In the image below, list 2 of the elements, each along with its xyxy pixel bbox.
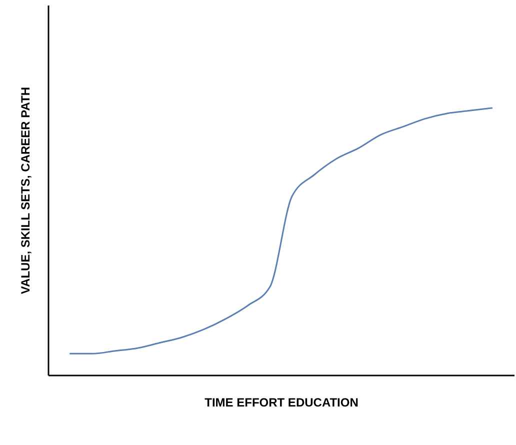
- x-axis-title: TIME EFFORT EDUCATION: [204, 396, 358, 410]
- y-axis-title: VALUE, SKILL SETS, CAREER PATH: [18, 86, 32, 294]
